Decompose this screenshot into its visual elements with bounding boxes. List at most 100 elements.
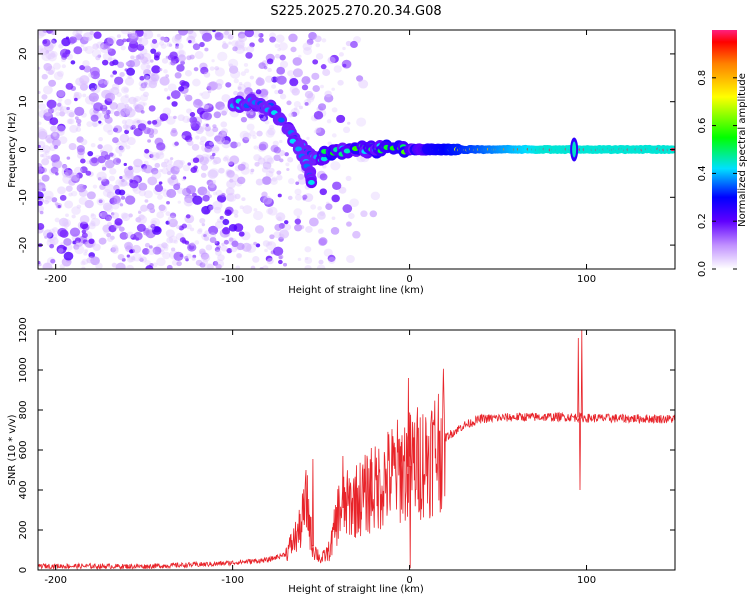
noise-blob [88, 92, 99, 102]
noise-blob [80, 43, 85, 48]
noise-blob [144, 259, 151, 266]
noise-blob [235, 265, 241, 269]
noise-blob [169, 157, 174, 161]
noise-blob [277, 89, 284, 95]
noise-blob [71, 214, 76, 219]
noise-blob [265, 75, 274, 83]
noise-blob [347, 121, 351, 125]
noise-blob [78, 196, 88, 205]
noise-blob [238, 231, 245, 237]
noise-blob [258, 32, 264, 38]
noise-blob [218, 167, 225, 174]
x-tick-label: 0 [406, 274, 412, 285]
noise-blob [44, 150, 50, 155]
noise-blob [279, 60, 289, 69]
noise-blob [90, 213, 95, 217]
noise-blob [221, 132, 227, 137]
noise-blob [59, 111, 66, 117]
noise-blob [202, 103, 209, 110]
noise-blob [82, 60, 90, 67]
noise-blob [96, 41, 105, 49]
noise-blob [138, 256, 143, 262]
noise-blob [286, 100, 292, 106]
noise-blob [140, 62, 151, 72]
noise-blob [249, 42, 255, 48]
noise-blob [265, 255, 273, 262]
noise-blob [64, 169, 74, 178]
noise-blob [41, 167, 48, 173]
noise-blob [304, 256, 309, 261]
noise-blob [221, 242, 225, 246]
noise-blob [66, 106, 70, 111]
noise-blob [275, 34, 285, 43]
noise-blob [306, 95, 315, 103]
noise-blob [128, 249, 134, 254]
noise-blob [120, 95, 130, 104]
noise-blob [348, 212, 355, 220]
noise-blob [262, 94, 269, 101]
noise-blob [185, 214, 191, 219]
noise-blob [174, 45, 179, 49]
noise-blob [102, 224, 112, 233]
noise-blob [235, 39, 245, 49]
noise-blob [47, 155, 52, 160]
noise-blob [267, 206, 278, 216]
noise-blob [207, 263, 214, 269]
noise-blob [119, 72, 125, 77]
noise-blob [120, 179, 128, 187]
noise-blob [113, 110, 121, 117]
noise-blob [187, 140, 194, 146]
noise-blob [176, 261, 182, 267]
noise-blob [249, 111, 254, 116]
noise-blob [38, 182, 46, 191]
noise-blob [82, 32, 93, 42]
noise-blob [115, 262, 126, 269]
noise-blob [308, 217, 319, 227]
noise-blob [130, 55, 135, 60]
noise-blob [171, 35, 182, 45]
noise-blob [68, 112, 75, 118]
noise-blob [110, 235, 115, 240]
noise-blob [258, 156, 263, 160]
noise-blob [166, 116, 176, 125]
noise-blob [192, 78, 201, 87]
noise-blob [63, 251, 74, 261]
noise-blob [56, 70, 64, 77]
noise-blob [114, 189, 122, 195]
noise-blob [73, 91, 82, 100]
noise-blob [49, 266, 54, 269]
noise-blob [204, 145, 212, 153]
noise-blob [176, 64, 185, 72]
noise-blob [194, 51, 204, 60]
noise-blob [287, 178, 295, 185]
noise-blob [57, 123, 66, 132]
noise-blob [193, 67, 199, 72]
noise-blob [245, 51, 253, 59]
noise-blob [40, 154, 44, 158]
noise-blob [126, 256, 134, 263]
noise-blob [258, 37, 264, 43]
noise-blob [76, 204, 82, 209]
noise-blob [84, 249, 88, 253]
noise-blob [272, 246, 284, 256]
noise-blob [237, 31, 246, 39]
noise-blob [318, 103, 327, 111]
noise-blob [127, 165, 133, 171]
noise-blob [38, 130, 48, 140]
noise-blob [316, 264, 326, 269]
noise-blob [266, 241, 277, 251]
noise-blob [225, 187, 235, 196]
noise-blob [360, 210, 368, 218]
noise-blob [298, 177, 307, 185]
noise-blob [58, 248, 64, 253]
noise-blob [319, 188, 328, 196]
noise-blob [314, 127, 322, 134]
noise-blob [234, 44, 245, 54]
noise-blob [174, 165, 181, 172]
noise-blob [116, 158, 122, 164]
noise-blob [242, 205, 253, 214]
noise-blob [221, 43, 229, 50]
noise-blob [225, 193, 235, 202]
noise-blob [139, 75, 145, 81]
